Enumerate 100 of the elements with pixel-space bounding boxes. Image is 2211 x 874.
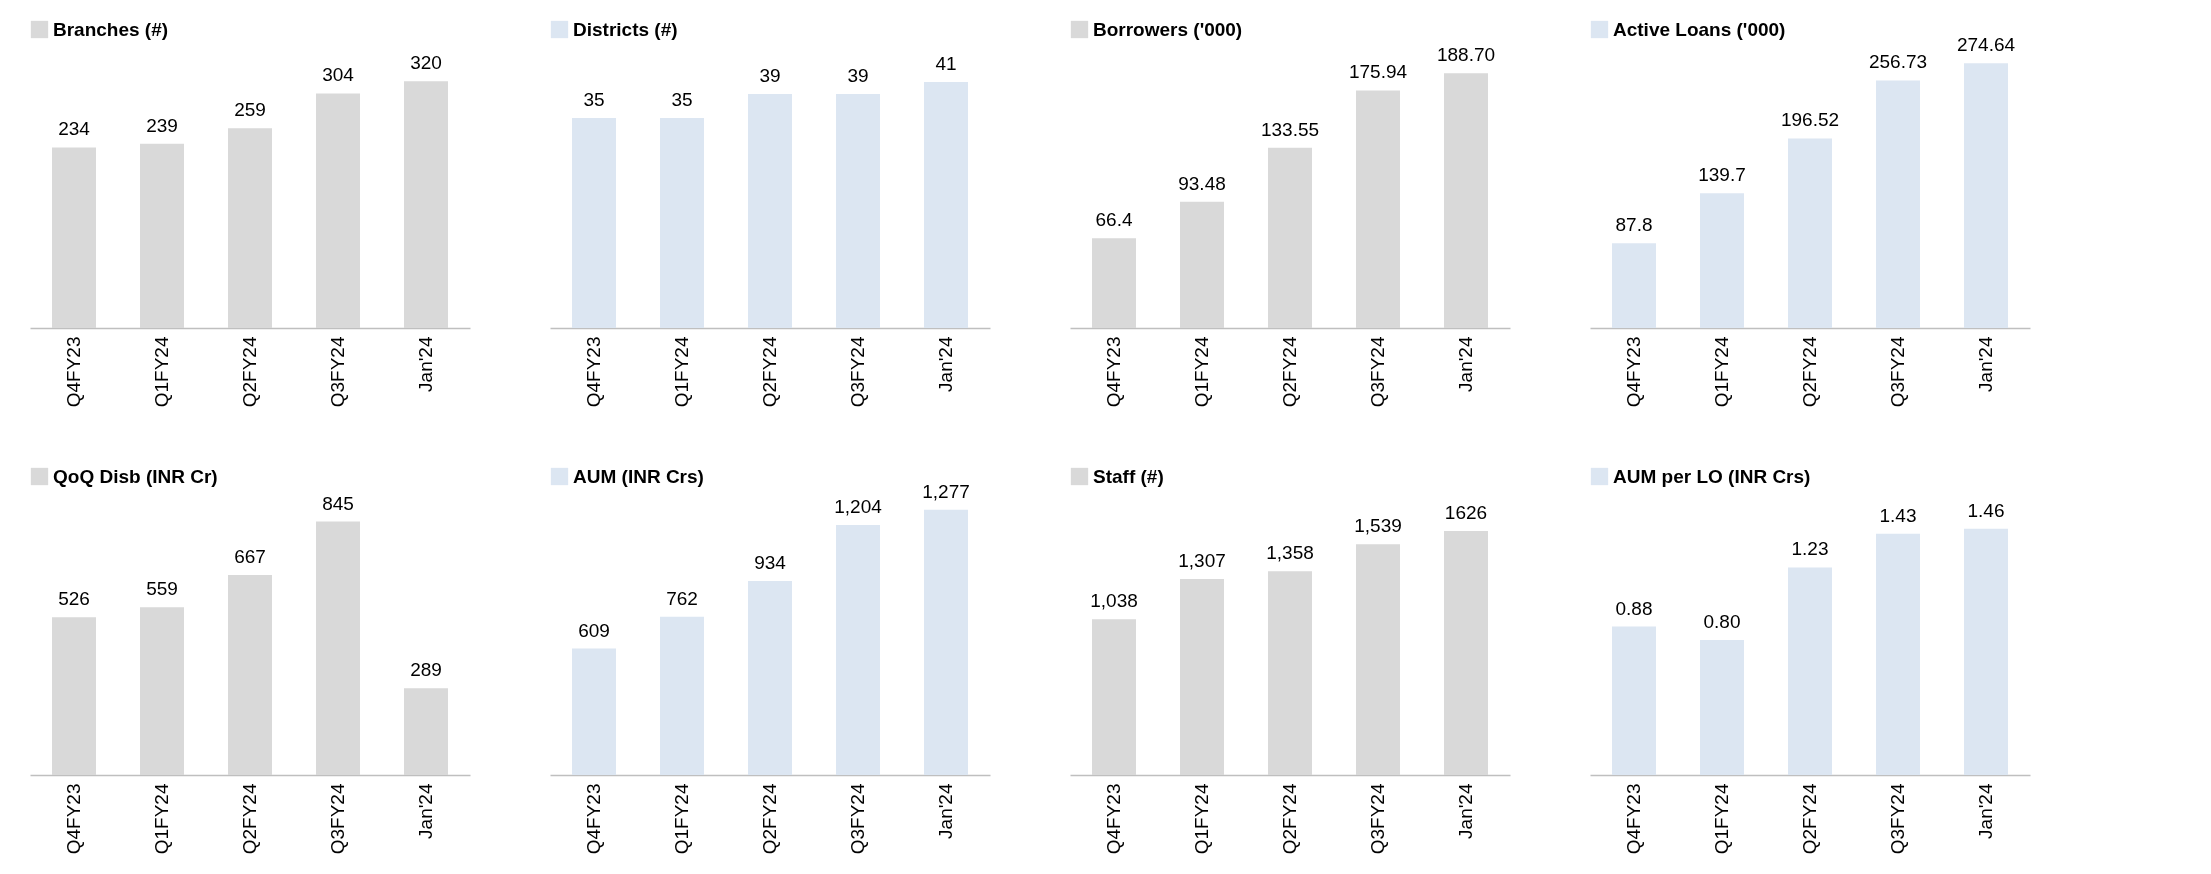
bar	[1788, 567, 1832, 775]
x-tick-label: Jan'24	[1975, 336, 1996, 392]
x-tick-label: Q2FY24	[239, 336, 260, 408]
bar	[1788, 138, 1832, 328]
bar	[140, 143, 184, 328]
x-tick-label: Jan'24	[1455, 783, 1476, 839]
bar	[1268, 147, 1312, 328]
legend-label: AUM per LO (INR Crs)	[1613, 465, 1811, 487]
data-label: 0.80	[1703, 611, 1741, 632]
bar	[1356, 544, 1400, 775]
data-label: 39	[759, 65, 781, 86]
bar	[924, 509, 968, 775]
bar	[1612, 243, 1656, 328]
data-label: 0.88	[1615, 597, 1653, 619]
bar	[572, 648, 616, 775]
x-tick-label: Q4FY23	[583, 783, 604, 855]
data-label: 35	[671, 89, 693, 110]
x-tick-label: Q2FY24	[1279, 336, 1300, 408]
legend-label: Staff (#)	[1093, 465, 1164, 487]
bar	[1612, 626, 1656, 775]
bar	[52, 617, 96, 775]
data-label: 175.94	[1348, 61, 1408, 83]
bar	[1700, 640, 1744, 775]
bar	[1700, 193, 1744, 328]
x-tick-label: Q2FY24	[1799, 783, 1820, 855]
x-tick-label: Q4FY23	[583, 336, 604, 408]
data-label: 526	[58, 588, 90, 610]
bar	[1092, 619, 1136, 775]
data-label: 93.48	[1178, 172, 1226, 194]
x-tick-label: Q3FY24	[847, 336, 868, 408]
data-label: 256.73	[1868, 51, 1928, 73]
data-label: 133.55	[1260, 118, 1320, 140]
bar	[404, 688, 448, 775]
data-label: 41	[935, 53, 957, 74]
x-tick-label: Q1FY24	[671, 783, 692, 855]
data-label: 239	[146, 114, 178, 136]
data-label: 609	[578, 619, 610, 641]
x-tick-label: Jan'24	[415, 783, 436, 839]
bar	[228, 574, 272, 775]
legend-label: Districts (#)	[573, 18, 678, 40]
x-tick-label: Q3FY24	[327, 336, 348, 408]
data-label: 1.46	[1967, 499, 2005, 521]
legend-label: Branches (#)	[53, 18, 169, 40]
bar	[316, 521, 360, 775]
bar	[52, 147, 96, 328]
bar	[660, 616, 704, 775]
bar	[404, 81, 448, 328]
legend-label: Active Loans ('000)	[1613, 18, 1786, 40]
x-tick-label: Q4FY23	[1103, 336, 1124, 408]
x-tick-label: Q1FY24	[1191, 783, 1212, 855]
x-tick-label: Q2FY24	[239, 783, 260, 855]
data-label: 1,204	[834, 495, 883, 517]
x-tick-label: Q4FY23	[1623, 783, 1644, 855]
data-label: 188.70	[1436, 44, 1496, 66]
data-label: 304	[322, 64, 355, 86]
data-label: 1.43	[1879, 504, 1917, 526]
bar	[836, 524, 880, 775]
data-label: 1,038	[1090, 590, 1138, 612]
x-tick-label: Jan'24	[935, 783, 956, 839]
x-tick-label: Q1FY24	[671, 336, 692, 408]
data-label: 667	[234, 545, 266, 567]
bar	[1444, 73, 1488, 328]
legend-label: QoQ Disb (INR Cr)	[53, 465, 218, 487]
data-label: 234	[58, 118, 91, 140]
bar	[1092, 238, 1136, 328]
x-tick-label: Q4FY23	[63, 783, 84, 855]
data-label: 1626	[1444, 502, 1488, 524]
data-label: 66.4	[1095, 209, 1133, 231]
x-tick-label: Q3FY24	[1367, 336, 1388, 408]
data-label: 289	[410, 659, 442, 681]
bar	[140, 607, 184, 775]
data-label: 845	[322, 492, 354, 514]
bar	[1180, 578, 1224, 775]
data-label: 139.7	[1698, 164, 1746, 186]
x-tick-label: Jan'24	[415, 336, 436, 392]
data-label: 87.8	[1615, 214, 1653, 236]
x-tick-label: Q1FY24	[1711, 783, 1732, 855]
x-tick-label: Jan'24	[1455, 336, 1476, 392]
x-tick-label: Q2FY24	[759, 336, 780, 408]
bar	[1964, 63, 2008, 328]
data-label: 1.23	[1791, 538, 1829, 560]
x-tick-label: Q3FY24	[1887, 336, 1908, 408]
bar	[748, 581, 792, 775]
bar	[1876, 533, 1920, 775]
x-tick-label: Q3FY24	[847, 783, 868, 855]
data-label: 35	[583, 89, 605, 110]
data-label: 559	[146, 578, 178, 600]
x-tick-label: Q2FY24	[1799, 336, 1820, 408]
x-tick-label: Q4FY23	[1623, 336, 1644, 408]
x-tick-label: Q1FY24	[151, 336, 172, 408]
data-label: 259	[234, 99, 266, 121]
bar	[1444, 531, 1488, 775]
x-tick-label: Q4FY23	[1103, 783, 1124, 855]
x-tick-label: Q3FY24	[327, 783, 348, 855]
data-label: 1,307	[1178, 549, 1226, 571]
x-tick-label: Q1FY24	[1711, 336, 1732, 408]
data-label: 934	[754, 552, 787, 574]
x-tick-label: Jan'24	[935, 336, 956, 392]
data-label: 1,539	[1354, 515, 1402, 537]
x-tick-label: Q2FY24	[1279, 783, 1300, 855]
